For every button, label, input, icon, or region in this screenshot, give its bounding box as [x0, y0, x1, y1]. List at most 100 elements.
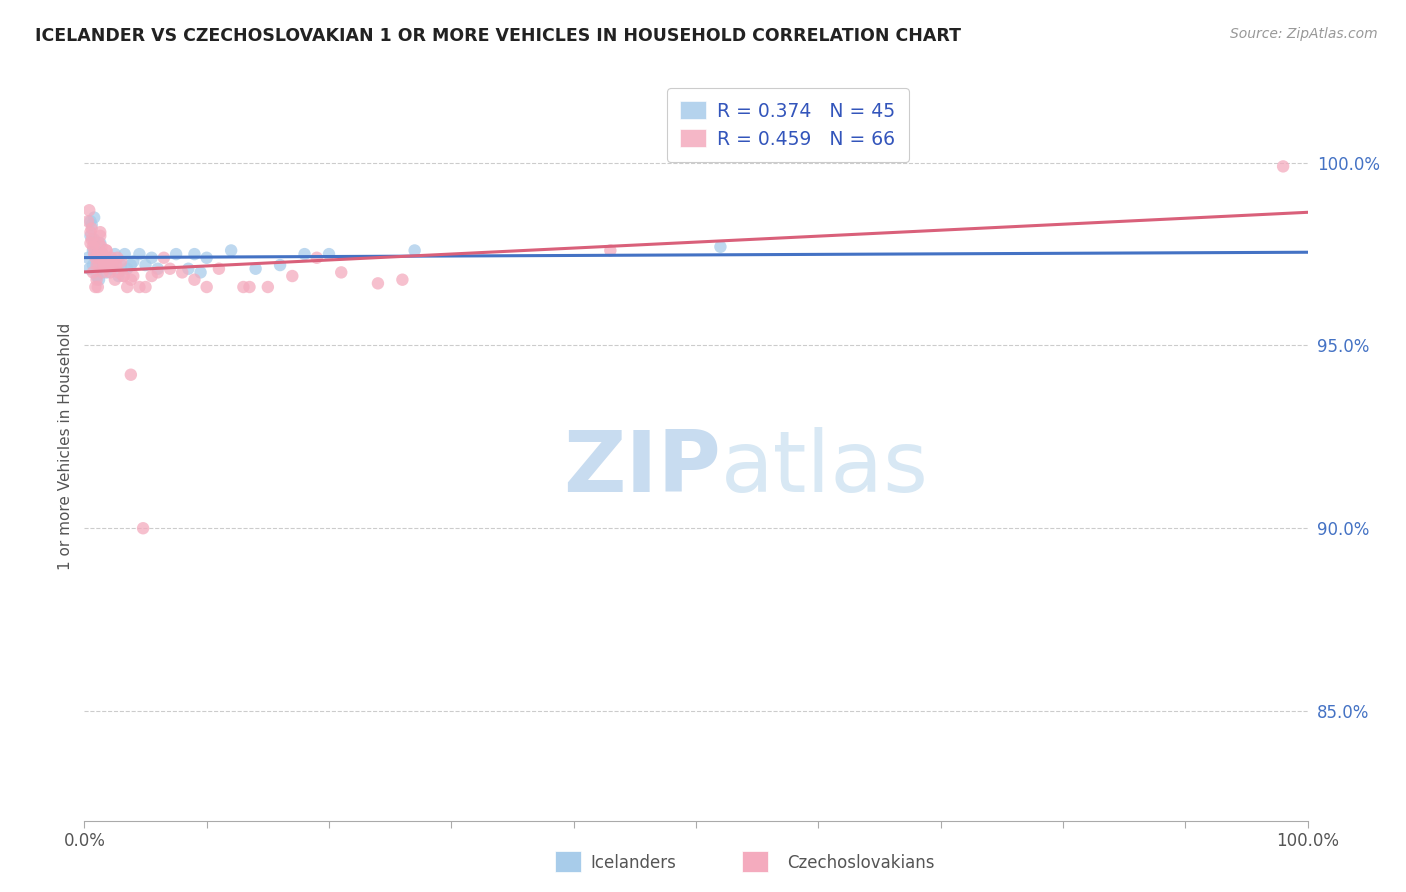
Point: [93, 254, 115, 268]
Point: [110, 258, 132, 272]
Point: [87, 258, 110, 272]
Point: [120, 273, 142, 287]
Point: [91, 265, 114, 279]
Point: [98, 265, 121, 279]
Point: [82, 240, 104, 254]
Point: [79, 225, 101, 239]
Point: [141, 251, 163, 265]
Point: [318, 247, 340, 261]
Point: [404, 244, 426, 258]
Point: [146, 261, 169, 276]
Point: [82, 258, 104, 272]
Point: [105, 251, 128, 265]
Point: [83, 247, 105, 261]
Text: ICELANDER VS CZECHOSLOVAKIAN 1 OR MORE VEHICLES IN HOUSEHOLD CORRELATION CHART: ICELANDER VS CZECHOSLOVAKIAN 1 OR MORE V…: [35, 27, 962, 45]
Text: atlas: atlas: [720, 427, 928, 510]
Point: [190, 265, 212, 279]
Point: [122, 268, 145, 283]
Point: [90, 251, 112, 265]
Point: [87, 247, 110, 261]
Bar: [742, 851, 768, 872]
Point: [120, 258, 142, 272]
Point: [86, 268, 108, 283]
Point: [87, 280, 110, 294]
Point: [77, 214, 100, 228]
Point: [104, 273, 127, 287]
Point: [91, 247, 114, 261]
Point: [112, 268, 135, 283]
Point: [89, 225, 111, 239]
Point: [114, 247, 136, 261]
Point: [183, 247, 205, 261]
Point: [391, 273, 413, 287]
Point: [132, 521, 155, 535]
Point: [87, 254, 110, 268]
Point: [219, 244, 242, 258]
Point: [77, 251, 100, 265]
Point: [238, 280, 260, 294]
Point: [80, 221, 103, 235]
Point: [97, 254, 120, 268]
Point: [86, 247, 108, 261]
Point: [599, 244, 621, 258]
Point: [86, 273, 108, 287]
Point: [177, 261, 200, 276]
Point: [269, 258, 291, 272]
Point: [245, 261, 267, 276]
Point: [83, 236, 105, 251]
Text: Icelanders: Icelanders: [591, 855, 676, 872]
Point: [80, 232, 103, 246]
Point: [128, 280, 150, 294]
Point: [100, 258, 122, 272]
Point: [79, 236, 101, 251]
Point: [84, 244, 107, 258]
Point: [79, 228, 101, 243]
Point: [84, 251, 107, 265]
Point: [82, 265, 104, 279]
Point: [165, 247, 187, 261]
Y-axis label: 1 or more Vehicles in Household: 1 or more Vehicles in Household: [58, 322, 73, 570]
Point: [89, 236, 111, 251]
Point: [97, 254, 120, 268]
Point: [90, 240, 112, 254]
Point: [86, 258, 108, 272]
Point: [100, 261, 122, 276]
Point: [110, 254, 132, 268]
Point: [94, 251, 117, 265]
Point: [87, 258, 110, 272]
Point: [281, 268, 304, 283]
Point: [146, 265, 169, 279]
Point: [79, 214, 101, 228]
Point: [208, 261, 231, 276]
Point: [80, 218, 103, 232]
Point: [128, 247, 150, 261]
Point: [330, 265, 353, 279]
Point: [104, 247, 127, 261]
Point: [115, 280, 138, 294]
Point: [96, 265, 118, 279]
Point: [122, 254, 145, 268]
Point: [83, 211, 105, 225]
Point: [93, 258, 115, 272]
Point: [195, 251, 218, 265]
Point: [107, 265, 129, 279]
Point: [77, 203, 100, 218]
Point: [96, 244, 118, 258]
Point: [195, 280, 218, 294]
Point: [77, 261, 100, 276]
Legend: R = 0.374   N = 45, R = 0.459   N = 66: R = 0.374 N = 45, R = 0.459 N = 66: [666, 88, 908, 161]
Point: [83, 232, 105, 246]
Point: [82, 244, 104, 258]
Point: [105, 258, 128, 272]
Point: [294, 247, 316, 261]
Point: [367, 277, 389, 291]
Point: [96, 244, 118, 258]
Point: [232, 280, 254, 294]
Text: ZIP: ZIP: [562, 427, 720, 510]
Point: [120, 368, 142, 382]
Point: [153, 251, 176, 265]
Point: [107, 268, 129, 283]
Point: [709, 240, 731, 254]
Text: Source: ZipAtlas.com: Source: ZipAtlas.com: [1230, 27, 1378, 41]
Bar: [555, 851, 581, 872]
